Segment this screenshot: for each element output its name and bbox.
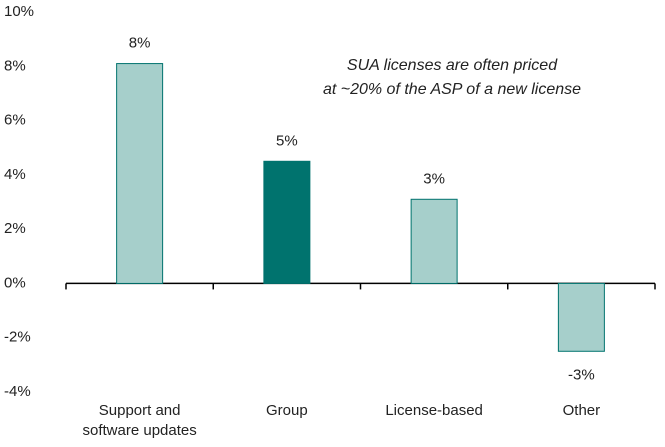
y-tick-label: -4% [4,383,31,400]
bar [116,63,164,284]
bar [263,160,311,284]
value-label: 3% [423,170,445,187]
y-tick-label: -2% [4,329,31,346]
value-label: 8% [129,35,151,52]
x-tick-label: Other [562,402,601,419]
y-tick-label: 10% [4,3,34,20]
y-tick-label: 8% [4,57,26,74]
bar [410,198,458,284]
annotation: at ~20% of the ASP of a new license [323,81,581,98]
y-tick-label: 0% [4,274,26,291]
y-tick-label: 2% [4,220,26,237]
x-tick-label: Group [266,402,308,419]
annotation: SUA licenses are often priced [347,57,558,74]
value-label: -3% [568,366,595,383]
value-label: 5% [276,132,298,149]
bar [557,282,605,352]
y-tick-label: 4% [4,166,26,183]
x-tick-label: Support and software updates [82,402,197,439]
y-tick-label: 6% [4,112,26,129]
x-tick-label: License-based [385,402,483,419]
